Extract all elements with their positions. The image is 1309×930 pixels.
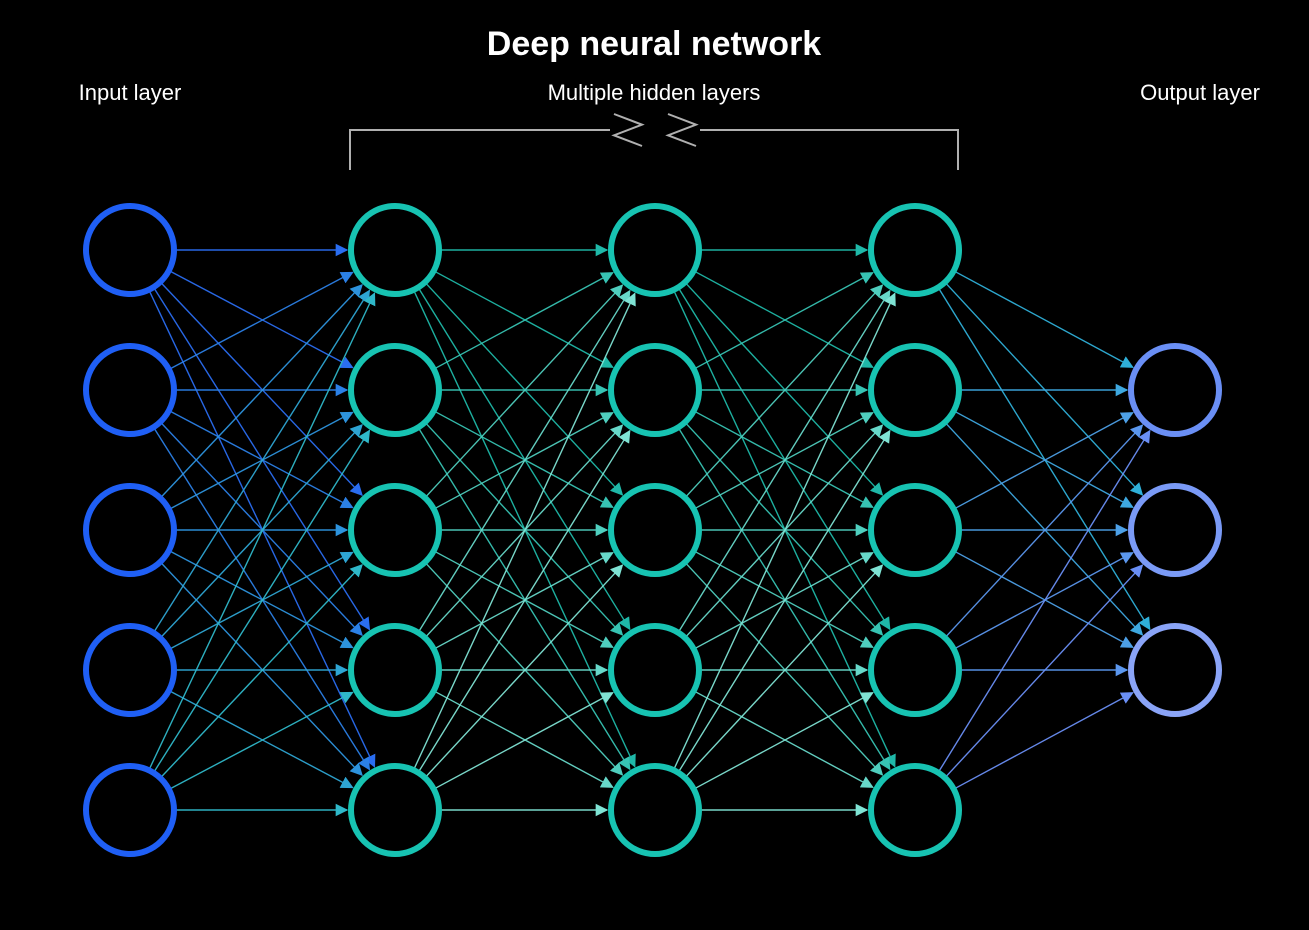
edge bbox=[426, 284, 622, 495]
hidden-1-node bbox=[351, 766, 439, 854]
input-node bbox=[86, 486, 174, 574]
bracket bbox=[350, 114, 958, 170]
edge bbox=[956, 693, 1133, 788]
edge bbox=[426, 564, 622, 775]
edge bbox=[696, 273, 873, 368]
hidden-2-node bbox=[611, 206, 699, 294]
edge bbox=[171, 551, 353, 647]
edge bbox=[686, 565, 882, 776]
neural-network-diagram: Deep neural network Input layer Multiple h… bbox=[0, 0, 1309, 930]
hidden-3-node bbox=[871, 626, 959, 714]
edge bbox=[436, 692, 613, 787]
edge bbox=[956, 272, 1133, 367]
hidden-2-node bbox=[611, 766, 699, 854]
edge bbox=[696, 272, 873, 367]
hidden-1-node bbox=[351, 626, 439, 714]
diagram-title: Deep neural network bbox=[487, 25, 822, 63]
edge bbox=[696, 692, 873, 787]
input-node bbox=[86, 626, 174, 714]
edge bbox=[426, 565, 622, 776]
hidden-1-node bbox=[351, 346, 439, 434]
text: Deep neural network Input layer Multiple h… bbox=[79, 25, 1260, 105]
edge bbox=[414, 294, 634, 769]
edge bbox=[686, 564, 882, 775]
edge bbox=[956, 552, 1133, 647]
edge bbox=[679, 431, 890, 771]
bracket-break-icon bbox=[614, 114, 642, 146]
hidden-layers-label: Multiple hidden layers bbox=[548, 80, 761, 105]
edge bbox=[155, 291, 370, 632]
edge bbox=[426, 424, 622, 635]
edge bbox=[686, 284, 882, 495]
edge bbox=[171, 272, 353, 368]
hidden-3-node bbox=[871, 346, 959, 434]
edge bbox=[436, 412, 613, 507]
hidden-3-node bbox=[871, 206, 959, 294]
hidden-3-node bbox=[871, 766, 959, 854]
hidden-1-node bbox=[351, 486, 439, 574]
hidden-2-node bbox=[611, 626, 699, 714]
edge bbox=[162, 563, 362, 775]
edge bbox=[171, 692, 353, 788]
edge bbox=[956, 413, 1133, 508]
edge bbox=[946, 425, 1142, 636]
edge bbox=[426, 285, 622, 496]
output-node bbox=[1131, 486, 1219, 574]
edges bbox=[150, 250, 1150, 810]
input-node bbox=[86, 766, 174, 854]
edge bbox=[155, 431, 370, 772]
bracket-left bbox=[350, 130, 610, 170]
edge bbox=[946, 424, 1142, 635]
edge bbox=[171, 271, 353, 367]
edge bbox=[436, 693, 613, 788]
hidden-2-node bbox=[611, 486, 699, 574]
input-layer-label: Input layer bbox=[79, 80, 182, 105]
output-layer-label: Output layer bbox=[1140, 80, 1260, 105]
edge bbox=[696, 693, 873, 788]
bracket-right bbox=[700, 130, 958, 170]
hidden-1-node bbox=[351, 206, 439, 294]
edge bbox=[956, 412, 1133, 507]
edge bbox=[686, 424, 882, 635]
edge bbox=[162, 565, 362, 777]
edge bbox=[939, 431, 1150, 771]
input-node bbox=[86, 346, 174, 434]
edge bbox=[436, 552, 613, 647]
edge bbox=[946, 565, 1142, 776]
edge bbox=[436, 273, 613, 368]
edge bbox=[946, 284, 1142, 495]
hidden-3-node bbox=[871, 486, 959, 574]
edge bbox=[171, 691, 353, 787]
edge bbox=[162, 423, 362, 635]
edge bbox=[686, 285, 882, 496]
output-node bbox=[1131, 626, 1219, 714]
hidden-2-node bbox=[611, 346, 699, 434]
input-node bbox=[86, 206, 174, 294]
edge bbox=[436, 272, 613, 367]
edge bbox=[419, 431, 630, 771]
edge bbox=[162, 285, 362, 497]
bracket-break-icon bbox=[668, 114, 696, 146]
edge bbox=[419, 291, 630, 631]
edge bbox=[696, 412, 873, 507]
edge bbox=[162, 283, 362, 495]
edge bbox=[696, 552, 873, 647]
edge bbox=[674, 294, 894, 769]
edge bbox=[171, 411, 353, 507]
edge bbox=[679, 291, 890, 631]
output-node bbox=[1131, 346, 1219, 434]
edge bbox=[150, 293, 375, 768]
